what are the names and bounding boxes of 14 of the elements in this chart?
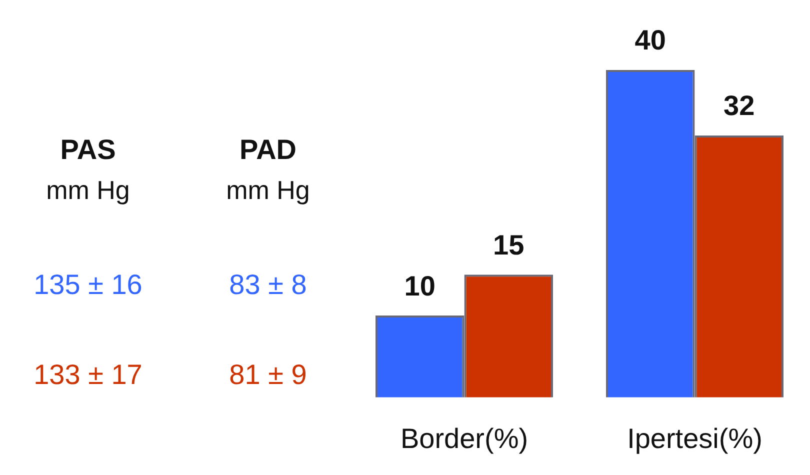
text: 83 ± 8	[228, 268, 308, 302]
text: mm Hg	[45, 174, 131, 207]
data-label: 15	[493, 229, 524, 260]
text: 135 ± 16	[32, 268, 144, 302]
x-tick-label: Border(%)	[400, 422, 528, 454]
text: mm Hg	[225, 174, 311, 207]
x-tick-label: Ipertesi(%)	[627, 422, 762, 454]
data-label: 32	[724, 90, 755, 122]
text: 133 ± 17	[32, 358, 144, 392]
text: PAS	[59, 133, 117, 167]
data-label: 10	[404, 270, 436, 302]
text: PAD	[238, 133, 298, 167]
text: 81 ± 9	[228, 358, 308, 392]
data-label: 40	[634, 24, 666, 56]
